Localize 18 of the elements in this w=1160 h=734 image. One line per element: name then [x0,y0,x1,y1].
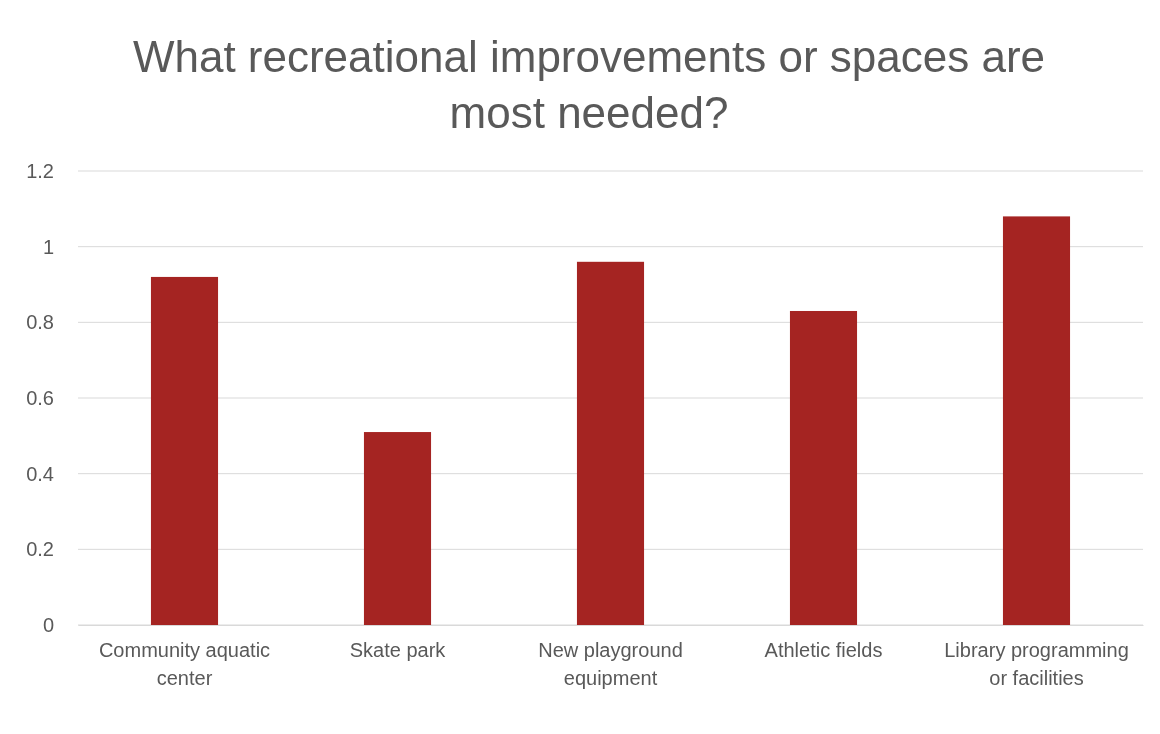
y-tick-label: 1 [42,235,54,258]
x-tick-label: New playground equipment [538,639,683,690]
y-tick-label: 0 [42,613,54,636]
y-tick-label: 0.2 [26,538,54,561]
bar [576,261,645,625]
x-tick-label: Library programming or facilities [944,639,1129,690]
y-tick-label: 1.2 [26,159,54,182]
y-tick-label: 0.6 [26,386,54,409]
bar [789,310,858,625]
y-tick-label: 0.8 [26,311,54,334]
x-tick-label: Community aquatic center [98,639,271,690]
bar [1002,216,1071,625]
bar [363,432,432,625]
chart-title: What recreational improvements or spaces are most needed? [132,32,1046,137]
y-tick-label: 0.4 [26,462,54,485]
x-tick-label: Athletic fields [764,639,883,662]
bar [150,276,219,625]
x-tick-label: Skate park [349,639,447,662]
